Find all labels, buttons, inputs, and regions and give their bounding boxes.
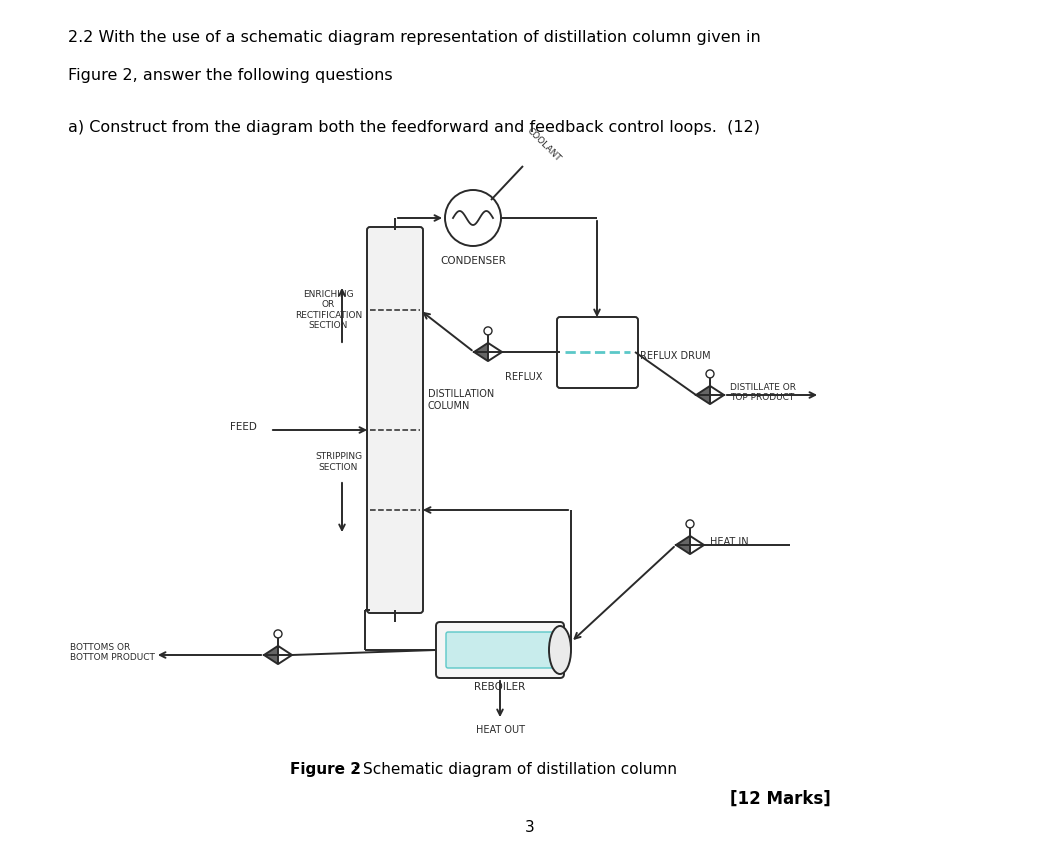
Text: ENRICHING
OR
RECTIFICATION
SECTION: ENRICHING OR RECTIFICATION SECTION xyxy=(294,290,362,330)
Circle shape xyxy=(445,190,501,246)
Text: DISTILLATION
COLUMN: DISTILLATION COLUMN xyxy=(428,389,494,411)
Polygon shape xyxy=(696,386,710,404)
Polygon shape xyxy=(279,645,292,664)
Circle shape xyxy=(274,630,282,638)
Text: REFLUX: REFLUX xyxy=(505,372,543,382)
Text: STRIPPING
SECTION: STRIPPING SECTION xyxy=(315,453,362,472)
FancyBboxPatch shape xyxy=(367,227,423,613)
Text: 2.2 With the use of a schematic diagram representation of distillation column gi: 2.2 With the use of a schematic diagram … xyxy=(68,30,761,45)
Text: REBOILER: REBOILER xyxy=(474,682,525,692)
Polygon shape xyxy=(264,645,279,664)
Polygon shape xyxy=(710,386,724,404)
FancyBboxPatch shape xyxy=(557,317,638,388)
Text: CONDENSER: CONDENSER xyxy=(440,256,506,266)
Text: a) Construct from the diagram both the feedforward and feedback control loops.  : a) Construct from the diagram both the f… xyxy=(68,120,760,135)
Text: Figure 2, answer the following questions: Figure 2, answer the following questions xyxy=(68,68,392,83)
Text: REFLUX DRUM: REFLUX DRUM xyxy=(640,351,711,361)
Text: BOTTOMS OR
BOTTOM PRODUCT: BOTTOMS OR BOTTOM PRODUCT xyxy=(70,643,155,662)
Polygon shape xyxy=(474,343,488,361)
FancyBboxPatch shape xyxy=(446,632,554,668)
Ellipse shape xyxy=(549,626,571,674)
Text: COOLANT: COOLANT xyxy=(525,126,562,163)
Polygon shape xyxy=(690,536,704,554)
Text: : Schematic diagram of distillation column: : Schematic diagram of distillation colu… xyxy=(353,762,677,777)
Text: Figure 2: Figure 2 xyxy=(290,762,361,777)
Text: DISTILLATE OR
TOP PRODUCT: DISTILLATE OR TOP PRODUCT xyxy=(730,383,796,403)
Circle shape xyxy=(484,327,492,335)
FancyBboxPatch shape xyxy=(436,622,564,678)
Text: [12 Marks]: [12 Marks] xyxy=(730,790,831,808)
Text: 3: 3 xyxy=(525,820,535,835)
Polygon shape xyxy=(676,536,690,554)
Polygon shape xyxy=(488,343,502,361)
Circle shape xyxy=(686,520,694,528)
Circle shape xyxy=(706,370,714,378)
Text: HEAT IN: HEAT IN xyxy=(710,537,748,547)
Text: FEED: FEED xyxy=(230,422,257,432)
Text: HEAT OUT: HEAT OUT xyxy=(475,725,524,735)
